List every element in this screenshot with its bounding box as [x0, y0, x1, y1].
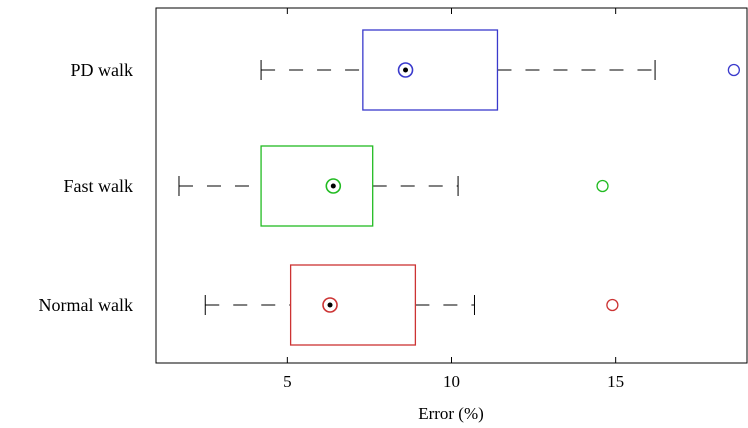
median-dot [403, 67, 409, 73]
outlier-point [606, 298, 619, 312]
median-circle [322, 297, 338, 313]
category-label-normal-walk: Normal walk [39, 295, 133, 315]
y-axis-categories: PD walk Fast walk Normal walk [39, 60, 133, 315]
outlier-point [596, 179, 609, 193]
iqr-box [362, 29, 499, 111]
outlier-point [727, 63, 741, 77]
boxplot-fast-walk [178, 145, 609, 227]
chart-marks [178, 29, 741, 346]
category-label-pd-walk: PD walk [71, 60, 134, 80]
median-dot [327, 302, 333, 308]
median-circle [325, 178, 342, 194]
x-tick-label: 10 [443, 372, 460, 391]
x-axis-label: Error (%) [418, 404, 484, 423]
boxplot-pd-walk [260, 29, 741, 111]
x-axis-ticks: 5 10 15 [283, 8, 624, 391]
median-dot [330, 183, 336, 189]
median-circle [397, 62, 414, 78]
category-label-fast-walk: Fast walk [64, 176, 134, 196]
boxplot-normal-walk [204, 264, 619, 346]
x-tick-label: 5 [283, 372, 292, 391]
iqr-box [260, 145, 374, 227]
x-tick-label: 15 [607, 372, 624, 391]
iqr-box [289, 264, 417, 346]
